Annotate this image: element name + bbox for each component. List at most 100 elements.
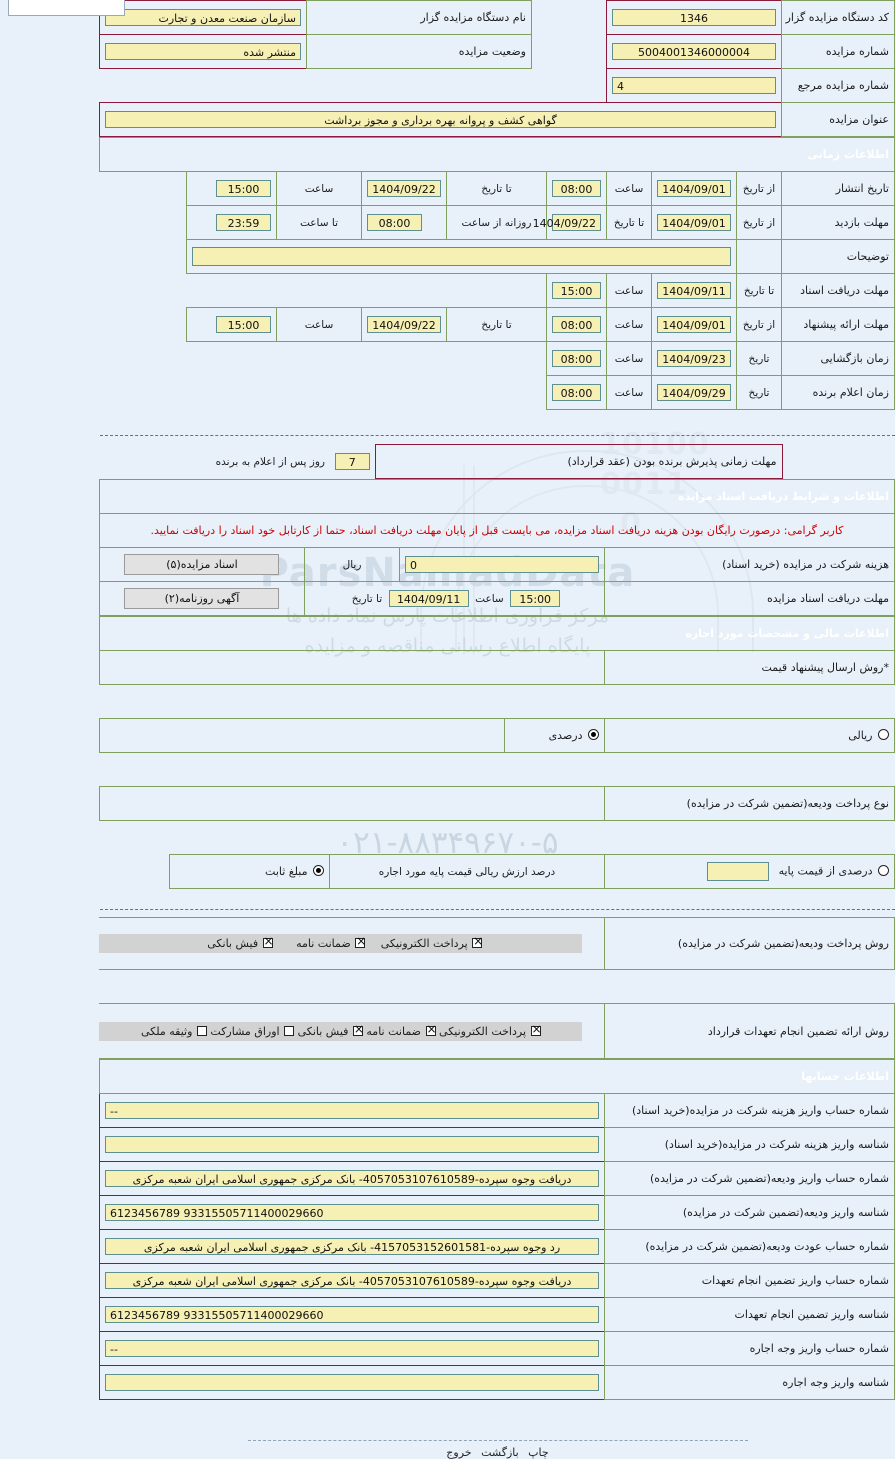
spacer-cell xyxy=(100,69,607,103)
newspaper-ad-button[interactable]: آگهی روزنامه(۲) xyxy=(124,588,280,609)
print-link[interactable]: چاپ xyxy=(528,1446,549,1459)
input-proposal-to-date[interactable]: 1404/09/22 xyxy=(367,316,441,333)
input-publish-to-hour[interactable]: 15:00 xyxy=(216,180,271,197)
table-row-account: شماره حساب واریز تضمین انجام تعهدات دریا… xyxy=(98,1263,895,1298)
table-row-account: شناسه واریز ودیعه(تضمین شرکت در مزایده) … xyxy=(98,1195,895,1230)
table-row-base-price-spacer xyxy=(99,821,894,855)
input-account-7[interactable]: -- xyxy=(104,1340,599,1357)
table-row-doc-deadline: مهلت دریافت اسناد تا تاریخ 1404/09/11 سا… xyxy=(99,273,895,308)
label-publish-to-date: تا تاریخ xyxy=(446,171,547,206)
input-doc-to-date[interactable]: 1404/09/11 xyxy=(657,282,731,299)
input-doc-hour[interactable]: 15:00 xyxy=(552,282,601,299)
checkbox-deposit-electronic[interactable]: پرداخت الکترونیکی xyxy=(381,935,484,950)
input-winner-date[interactable]: 1404/09/29 xyxy=(657,384,731,401)
radio-option-rial[interactable]: ریالی xyxy=(604,718,895,753)
cell-opening-hour: 08:00 xyxy=(546,341,607,376)
top-info-section: کد دستگاه مزایده گزار 1346 نام دستگاه مز… xyxy=(0,0,895,137)
label-account-0: شماره حساب واریز هزینه شرکت در مزایده(خر… xyxy=(604,1093,895,1128)
checkbox-contract-bonds[interactable]: اوراق مشارکت xyxy=(210,1024,295,1038)
checkbox-contract-guarantee-letter-icon[interactable] xyxy=(425,1023,437,1036)
auction-documents-button[interactable]: اسناد مزایده(۵) xyxy=(124,554,280,575)
input-account-6[interactable]: 93315505711400029660 6123456789 xyxy=(104,1306,599,1323)
table-row-dastgah: کد دستگاه مزایده گزار 1346 نام دستگاه مز… xyxy=(99,0,895,35)
checkbox-contract-electronic[interactable]: پرداخت الکترونیکی xyxy=(439,1023,542,1038)
exit-link[interactable]: خروج xyxy=(446,1446,472,1459)
input-proposal-from-date[interactable]: 1404/09/01 xyxy=(657,316,731,333)
cell-contract-guarantee-options: پرداخت الکترونیکی ضمانت نامه فیش بانکی ا… xyxy=(99,1003,605,1059)
checkbox-contract-bankslip-icon[interactable] xyxy=(352,1023,364,1036)
input-winner-hour[interactable]: 08:00 xyxy=(552,384,601,401)
input-publish-to-date[interactable]: 1404/09/22 xyxy=(367,180,441,197)
input-visit-daily-from[interactable]: 08:00 xyxy=(367,214,422,231)
checkbox-deposit-bankslip[interactable]: فیش بانکی xyxy=(207,935,274,950)
cell-opening-date: 1404/09/23 xyxy=(651,341,737,376)
input-name-dastgah[interactable]: سازمان صنعت معدن و تجارت xyxy=(105,9,301,26)
table-row-contract-guarantee: روش ارائه تضمین انجام تعهدات قرارداد پرد… xyxy=(99,1003,895,1059)
table-row-number: شماره مزایده 5004001346000004 وضعیت مزای… xyxy=(99,34,895,69)
input-visit-to-date[interactable]: 1404/09/22 xyxy=(533,214,601,231)
checkbox-contract-bonds-icon[interactable] xyxy=(284,1025,295,1036)
checkbox-deposit-guarantee[interactable]: ضمانت نامه xyxy=(296,935,366,950)
input-visit-from-date[interactable]: 1404/09/01 xyxy=(657,214,731,231)
time-section-header: اطلاعات زمانی xyxy=(98,137,895,172)
radio-option-percent[interactable]: درصدی xyxy=(504,718,605,753)
radio-rial-icon[interactable] xyxy=(878,729,889,740)
input-publish-from-hour[interactable]: 08:00 xyxy=(552,180,601,197)
dashed-separator-row-2 xyxy=(100,889,895,917)
input-auction-title[interactable]: گواهی کشف و پروانه بهره برداری و مجوز بر… xyxy=(105,111,776,128)
input-base-percent-value[interactable] xyxy=(707,862,770,881)
input-account-4[interactable]: رد وجوه سپرده-4157053152601581- بانک مرک… xyxy=(104,1238,599,1255)
input-account-3[interactable]: 93315505711400029660 6123456789 xyxy=(104,1204,599,1221)
deposit-method-options-bar: پرداخت الکترونیکی ضمانت نامه فیش بانکی xyxy=(99,934,582,953)
input-docs-deadline-hour[interactable]: 15:00 xyxy=(510,590,561,607)
checkbox-deposit-electronic-icon[interactable] xyxy=(472,935,483,948)
spacer-cell xyxy=(99,970,604,1004)
checkbox-contract-property[interactable]: وثیقه ملکی xyxy=(141,1025,207,1038)
input-ref-number[interactable]: 4 xyxy=(612,77,776,94)
checkbox-contract-guarantee-letter[interactable]: ضمانت نامه xyxy=(366,1023,437,1038)
label-docs-deadline-hour: ساعت xyxy=(475,592,504,605)
input-proposal-to-hour[interactable]: 15:00 xyxy=(216,316,271,333)
page-footer: چاپ بازگشت خروج xyxy=(100,1440,895,1459)
input-account-5[interactable]: دریافت وجوه سپرده-4057053107610589- بانک… xyxy=(104,1272,599,1289)
input-description[interactable] xyxy=(192,247,731,266)
checkbox-contract-property-icon[interactable] xyxy=(196,1025,207,1036)
radio-option-base-percent[interactable]: درصدی از قیمت پایه xyxy=(604,854,895,889)
spacer-cell xyxy=(99,206,186,240)
input-account-1[interactable] xyxy=(104,1136,599,1153)
input-code-dastgah[interactable]: 1346 xyxy=(612,9,776,26)
checkbox-contract-electronic-icon[interactable] xyxy=(530,1023,542,1036)
input-participation-fee[interactable]: 0 xyxy=(405,556,599,573)
input-publish-from-date[interactable]: 1404/09/01 xyxy=(657,180,731,197)
input-winner-accept-days[interactable]: 7 xyxy=(335,453,370,470)
back-link[interactable]: بازگشت xyxy=(481,1446,519,1459)
table-row-account: شناسه واریز وجه اجاره xyxy=(98,1365,895,1400)
cell-deposit-method-options: پرداخت الکترونیکی ضمانت نامه فیش بانکی xyxy=(99,917,605,970)
checkbox-contract-bonds-label: اوراق مشارکت xyxy=(210,1024,280,1038)
spacer-cell xyxy=(99,308,186,342)
label-name-dastgah: نام دستگاه مزایده گزار xyxy=(306,0,532,35)
checkbox-contract-bankslip[interactable]: فیش بانکی xyxy=(298,1023,364,1038)
input-opening-hour[interactable]: 08:00 xyxy=(552,350,601,367)
checkbox-deposit-bankslip-icon[interactable] xyxy=(262,935,274,948)
input-account-8[interactable] xyxy=(104,1374,599,1391)
label-account-4: شماره حساب عودت ودیعه(تضمین شرکت در مزای… xyxy=(604,1229,895,1264)
input-account-0[interactable]: -- xyxy=(104,1102,599,1119)
label-winner-date: تاریخ xyxy=(736,375,782,410)
stray-box xyxy=(8,0,125,16)
radio-fixed-amount-icon[interactable] xyxy=(313,865,324,876)
input-opening-date[interactable]: 1404/09/23 xyxy=(657,350,731,367)
dashed-separator-2 xyxy=(100,889,895,917)
input-account-2[interactable]: دریافت وجوه سپرده-4057053107610589- بانک… xyxy=(104,1170,599,1187)
radio-option-fixed-amount[interactable]: مبلغ ثابت xyxy=(169,854,330,889)
docs-section-header: اطلاعات و شرایط دریافت اسناد مزایده xyxy=(98,479,895,514)
input-auction-status[interactable]: منتشر شده xyxy=(105,43,301,60)
cell-winner-accept-days: 7 xyxy=(330,445,375,479)
radio-base-percent-icon[interactable] xyxy=(878,864,889,876)
radio-percent-icon[interactable] xyxy=(588,729,599,740)
input-auction-number[interactable]: 5004001346000004 xyxy=(612,43,776,60)
input-proposal-from-hour[interactable]: 08:00 xyxy=(552,316,601,333)
input-visit-daily-to[interactable]: 23:59 xyxy=(216,214,271,231)
checkbox-deposit-guarantee-icon[interactable] xyxy=(355,935,366,948)
input-docs-deadline-date[interactable]: 1404/09/11 xyxy=(388,590,469,607)
